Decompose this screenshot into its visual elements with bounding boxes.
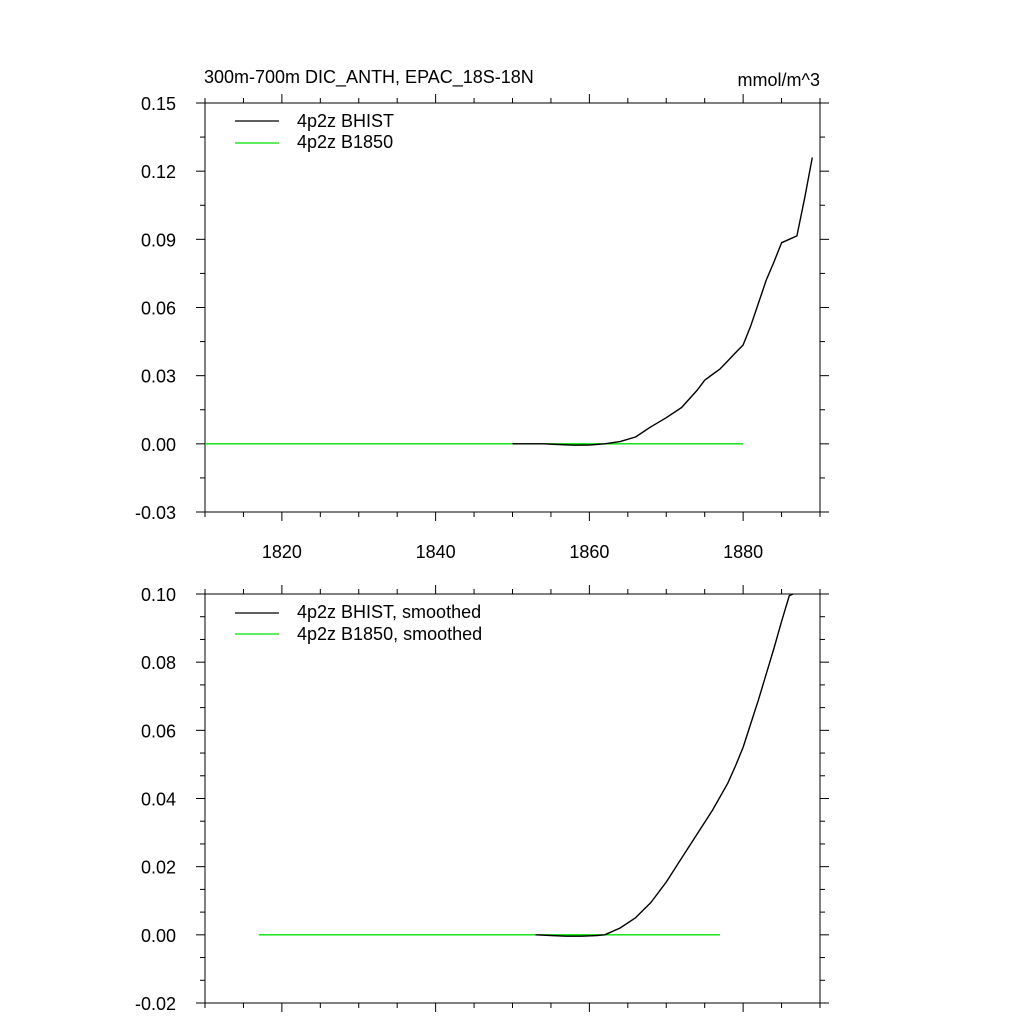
top-series-lines — [205, 157, 813, 446]
y-tick-label: 0.10 — [141, 585, 176, 605]
y-tick-label: 0.09 — [141, 230, 176, 250]
top-chart-panel: 300m-700m DIC_ANTH, EPAC_18S-18N mmol/m^… — [135, 67, 829, 562]
bottom-y-tick-labels: -0.02 0.00 0.02 0.04 0.06 0.08 0.10 — [135, 585, 176, 1014]
bottom-plot-frame — [204, 593, 821, 1004]
x-tick-label: 1880 — [723, 542, 763, 562]
y-tick-label: 0.06 — [141, 299, 176, 319]
top-axis-ticks — [196, 94, 829, 521]
y-tick-label: 0.04 — [141, 790, 176, 810]
top-x-tick-labels: 1820 1840 1860 1880 — [262, 542, 763, 562]
series-line-bhist — [512, 157, 813, 446]
y-tick-label: 0.00 — [141, 435, 176, 455]
top-chart-title: 300m-700m DIC_ANTH, EPAC_18S-18N — [204, 67, 534, 88]
top-legend: 4p2z BHIST 4p2z B1850 — [235, 111, 394, 152]
bottom-series-lines — [258, 593, 794, 937]
y-tick-label: -0.02 — [135, 994, 176, 1014]
bottom-legend: 4p2z BHIST, smoothed 4p2z B1850, smoothe… — [235, 602, 482, 644]
bottom-axis-ticks — [196, 585, 829, 1012]
top-chart-units: mmol/m^3 — [738, 70, 820, 90]
y-tick-label: 0.02 — [141, 858, 176, 878]
bottom-legend-label-bhist: 4p2z BHIST, smoothed — [297, 602, 481, 622]
x-tick-label: 1860 — [569, 542, 609, 562]
y-tick-label: 0.03 — [141, 367, 176, 387]
y-tick-label: 0.00 — [141, 926, 176, 946]
y-tick-label: 0.08 — [141, 653, 176, 673]
top-legend-label-bhist: 4p2z BHIST — [297, 111, 394, 131]
bottom-chart-panel: -0.02 0.00 0.02 0.04 0.06 0.08 0.10 4p2z BHIST… — [135, 585, 829, 1014]
top-y-tick-labels: -0.03 0.00 0.03 0.06 0.09 0.12 0.15 — [135, 94, 176, 523]
y-tick-label: 0.06 — [141, 721, 176, 741]
bottom-legend-label-b1850: 4p2z B1850, smoothed — [297, 624, 482, 644]
y-tick-label: 0.15 — [141, 94, 176, 114]
y-tick-label: -0.03 — [135, 503, 176, 523]
y-tick-label: 0.12 — [141, 162, 176, 182]
top-legend-label-b1850: 4p2z B1850 — [297, 132, 393, 152]
series-line-bhist — [535, 593, 794, 937]
top-plot-frame — [204, 102, 821, 513]
x-tick-label: 1840 — [416, 542, 456, 562]
x-tick-label: 1820 — [262, 542, 302, 562]
